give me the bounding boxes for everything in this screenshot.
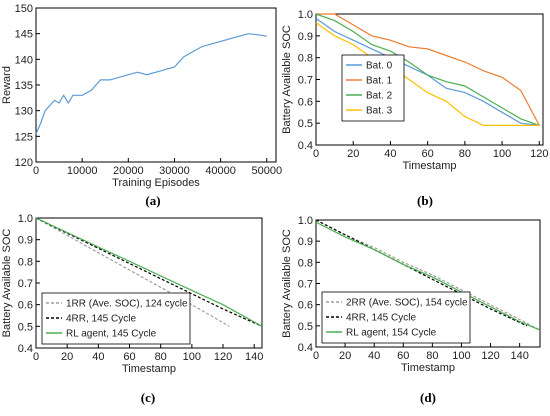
- x-tick-label-c: 20: [61, 351, 73, 363]
- series-line-b-3: [315, 22, 540, 127]
- x-tick-label-d: 120: [481, 350, 499, 362]
- panel-c: 0 20 40 60 80 100 120 140 0.4 0.5 0.6 0.7 0.8 0.9 1.0 T…: [1, 213, 263, 405]
- y-tick-label-b: 0.6: [298, 96, 313, 108]
- x-tick-label-d: 60: [397, 350, 409, 362]
- series-line-c-1: [35, 217, 263, 327]
- y-tick-label-b: 1.0: [298, 9, 313, 21]
- y-tick-label-b: 0.9: [298, 31, 313, 43]
- legend-box-c: [41, 292, 191, 345]
- x-axis-label-c: Timestamp: [122, 363, 176, 375]
- x-tick-label-a: 10000: [67, 165, 98, 177]
- x-axis-label-b: Timestamp: [403, 160, 457, 172]
- x-tick-label-d: 20: [339, 350, 351, 362]
- x-tick-label-a: 20000: [113, 165, 144, 177]
- x-tick-label-c: 120: [214, 351, 232, 363]
- legend-label-c-2: RL agent, 145 Cycle: [66, 329, 157, 340]
- y-tick-label-b: 0.7: [298, 75, 313, 87]
- y-tick-label-d: 1.0: [298, 215, 313, 227]
- x-tick-label-d: 40: [368, 350, 380, 362]
- y-tick-label-a: 145: [15, 29, 33, 41]
- series-line-a-0: [35, 33, 267, 135]
- panel-caption-a: (a): [145, 193, 160, 208]
- y-axis-label-d: Battery Available SOC: [281, 229, 293, 338]
- y-axis-label-a: Reward: [1, 66, 13, 104]
- x-axis-label-d: Timestamp: [401, 362, 455, 374]
- x-tick-label-b: 60: [422, 148, 434, 160]
- series-line-c-0: [35, 217, 230, 327]
- x-tick-label-b: 120: [530, 148, 548, 160]
- x-tick-label-d: 0: [313, 350, 319, 362]
- panel-d: 0 20 40 60 80 100 120 140 0.4 0.5 0.6 0.7 0.8 0.9 1.0 T…: [281, 215, 541, 405]
- y-tick-label-b: 0.5: [298, 118, 313, 130]
- legend-label-b-3: Bat. 3: [366, 106, 393, 117]
- y-tick-label-a: 130: [15, 106, 33, 118]
- x-tick-label-b: 0: [313, 148, 319, 160]
- x-tick-label-d: 140: [510, 350, 528, 362]
- legend-label-b-2: Bat. 2: [366, 91, 393, 102]
- y-tick-label-b: 0.4: [298, 140, 313, 152]
- x-tick-label-d: 100: [452, 350, 470, 362]
- x-tick-label-c: 80: [155, 351, 167, 363]
- y-tick-label-c: 0.7: [18, 278, 33, 290]
- panel-b: 0 20 40 60 80 100 120 0.4 0.5 0.6 0.7 0.8 0.9 1.0 Time…: [281, 9, 548, 208]
- series-line-c-2: [35, 217, 263, 327]
- x-tick-label-b: 80: [459, 148, 471, 160]
- x-axis-label-a: Training Episodes: [112, 177, 200, 189]
- x-tick-label-a: 0: [33, 165, 39, 177]
- y-tick-label-a: 135: [15, 80, 33, 92]
- legend-label-d-2: RL agent, 154 Cycle: [346, 328, 437, 339]
- y-tick-label-c: 0.4: [18, 343, 33, 355]
- legend-label-b-0: Bat. 0: [366, 61, 393, 72]
- y-tick-label-d: 0.5: [298, 321, 313, 333]
- panel-caption-c: (c): [141, 390, 155, 405]
- y-tick-label-d: 0.8: [298, 257, 313, 269]
- panel-caption-b: (b): [417, 193, 433, 208]
- plot-frame-a: [35, 7, 277, 163]
- y-tick-label-d: 0.4: [298, 342, 313, 354]
- legend-label-b-1: Bat. 1: [366, 76, 393, 87]
- y-tick-label-c: 0.8: [18, 256, 33, 268]
- x-tick-label-c: 0: [33, 351, 39, 363]
- x-tick-label-a: 50000: [251, 165, 282, 177]
- y-tick-label-a: 140: [15, 54, 33, 66]
- series-line-d-0: [315, 219, 541, 331]
- y-tick-label-b: 0.8: [298, 53, 313, 65]
- series-line-d-2: [315, 221, 541, 331]
- y-tick-label-c: 1.0: [18, 213, 33, 225]
- legend-label-d-0: 2RR (Ave. SOC), 154 cycle: [346, 298, 468, 309]
- series-line-d-1: [315, 219, 528, 327]
- x-tick-label-a: 30000: [159, 165, 190, 177]
- legend-label-c-1: 4RR, 145 Cycle: [66, 314, 136, 325]
- legend-label-c-0: 1RR (Ave. SOC), 124 cycle: [66, 299, 188, 310]
- legend-label-d-1: 4RR, 145 Cycle: [346, 313, 416, 324]
- y-tick-label-a: 125: [15, 131, 33, 143]
- x-tick-label-d: 80: [426, 350, 438, 362]
- y-tick-label-a: 150: [15, 3, 33, 15]
- series-line-b-2: [315, 13, 540, 126]
- y-tick-label-c: 0.6: [18, 300, 33, 312]
- y-axis-label-b: Battery Available SOC: [281, 25, 293, 134]
- y-axis-label-c: Battery Available SOC: [1, 229, 13, 338]
- x-tick-label-c: 40: [92, 351, 104, 363]
- x-tick-label-c: 100: [183, 351, 201, 363]
- y-tick-label-c: 0.5: [18, 321, 33, 333]
- y-tick-label-a: 120: [15, 157, 33, 169]
- x-tick-label-c: 60: [123, 351, 135, 363]
- x-tick-label-b: 40: [384, 148, 396, 160]
- panel-caption-d: (d): [420, 390, 436, 405]
- y-tick-label-c: 0.9: [18, 235, 33, 247]
- x-tick-label-b: 20: [347, 148, 359, 160]
- series-line-b-1: [316, 13, 540, 126]
- x-tick-label-a: 40000: [205, 165, 236, 177]
- y-tick-label-d: 0.7: [298, 279, 313, 291]
- y-tick-label-d: 0.6: [298, 300, 313, 312]
- y-tick-label-d: 0.9: [298, 236, 313, 248]
- x-tick-label-b: 100: [493, 148, 511, 160]
- legend-box-d: [321, 291, 471, 344]
- panel-a: 0 10000 20000 30000 40000 50000 120 125 130 135 14…: [1, 3, 282, 208]
- x-tick-label-c: 140: [245, 351, 263, 363]
